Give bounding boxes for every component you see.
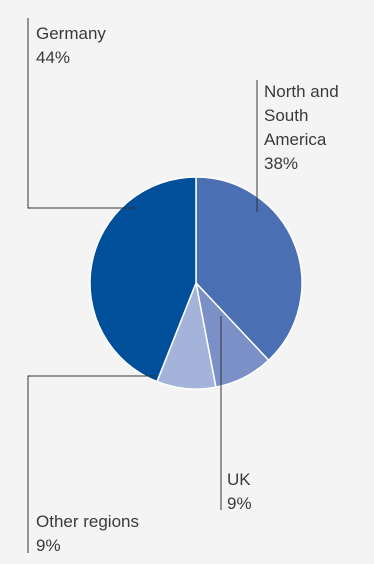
slice-value-other-regions: 9% bbox=[36, 536, 61, 555]
leader-line-other bbox=[27, 375, 155, 553]
slice-label-germany: Germany bbox=[36, 24, 106, 43]
slice-label-america-line3: America bbox=[264, 130, 327, 149]
slice-value-uk: 9% bbox=[227, 494, 252, 513]
slice-value-germany: 44% bbox=[36, 48, 70, 67]
slice-value-america: 38% bbox=[264, 154, 298, 173]
pie-slice-america bbox=[195, 176, 303, 362]
pie-slice-germany bbox=[89, 176, 197, 383]
slice-label-uk: UK bbox=[227, 470, 251, 489]
slice-label-america-line1: North and bbox=[264, 82, 339, 101]
leader-line-germany bbox=[27, 18, 138, 209]
slice-label-other-regions: Other regions bbox=[36, 512, 139, 531]
slice-label-america-line2: South bbox=[264, 106, 308, 125]
pie-slices bbox=[89, 176, 303, 390]
